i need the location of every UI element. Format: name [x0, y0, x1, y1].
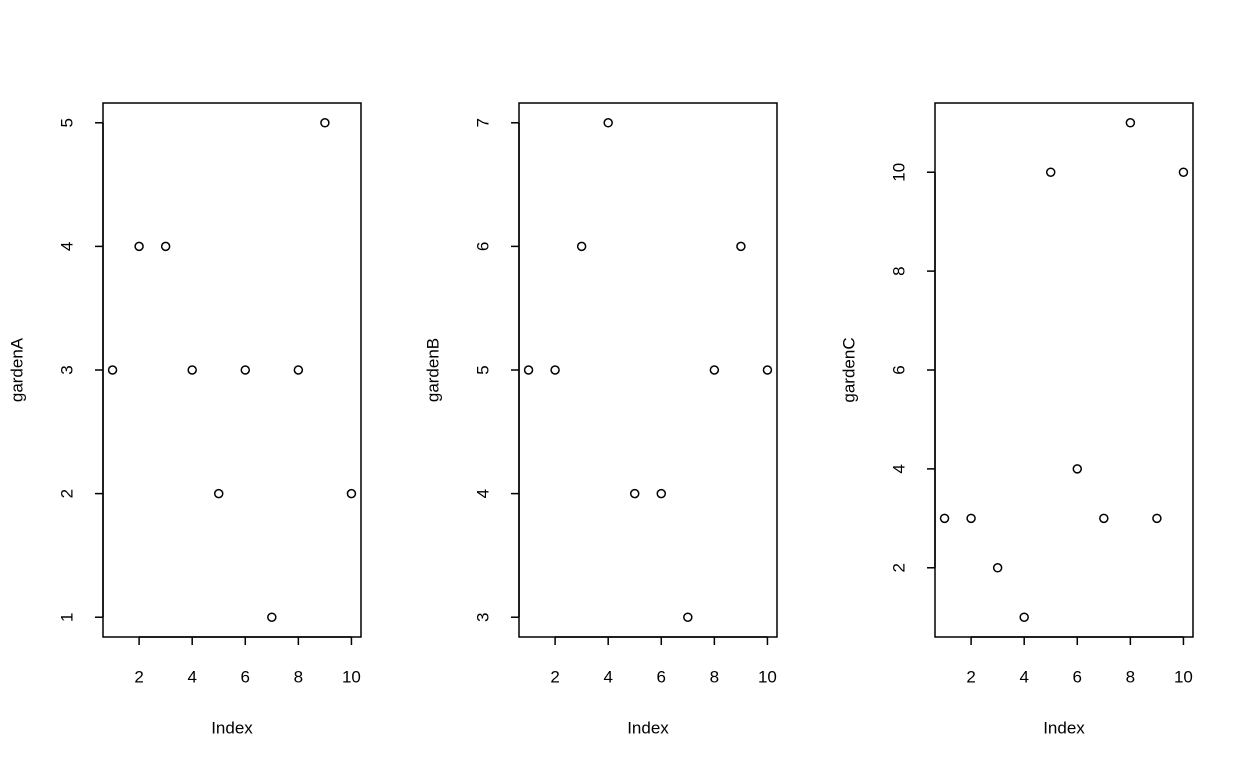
point: [576, 241, 587, 252]
x-tick-label: 10: [342, 667, 361, 686]
point: [603, 118, 613, 128]
plot-box: [934, 102, 1194, 638]
point: [293, 365, 304, 375]
point: [709, 365, 720, 375]
y-tick-label: 4: [889, 464, 908, 473]
y-tick-label: 3: [473, 612, 492, 621]
point: [1019, 612, 1029, 622]
point: [240, 365, 251, 375]
point: [107, 365, 118, 375]
y-tick-label: 4: [473, 489, 492, 498]
point: [1072, 464, 1083, 474]
y-tick-label: 8: [889, 266, 908, 275]
x-tick-label: 8: [1126, 667, 1135, 686]
point: [939, 513, 950, 524]
point: [1045, 167, 1056, 177]
point: [550, 365, 560, 375]
point: [1152, 513, 1162, 524]
point: [320, 118, 330, 128]
x-tick-label: 4: [1019, 667, 1028, 686]
point: [267, 612, 277, 622]
x-tick-label: 8: [710, 667, 719, 686]
point: [160, 241, 171, 252]
point: [1125, 118, 1136, 128]
x-tick-label: 6: [657, 667, 666, 686]
plot-box: [102, 102, 362, 638]
point: [656, 488, 667, 499]
y-axis-label: gardenC: [839, 337, 858, 402]
x-tick-label: 6: [241, 667, 250, 686]
point: [736, 241, 746, 252]
y-axis-label: gardenB: [423, 338, 442, 402]
y-tick-label: 1: [57, 612, 76, 621]
point: [523, 365, 534, 375]
x-tick-label: 8: [294, 667, 303, 686]
point: [1178, 167, 1189, 177]
point: [762, 365, 773, 375]
point: [683, 612, 693, 622]
x-axis-label: Index: [1043, 718, 1085, 737]
x-tick-label: 2: [966, 667, 975, 686]
y-tick-label: 6: [473, 242, 492, 251]
x-tick-label: 10: [758, 667, 777, 686]
x-tick-label: 10: [1174, 667, 1193, 686]
point: [134, 241, 144, 252]
point: [629, 488, 640, 499]
x-axis-label: Index: [627, 718, 669, 737]
point: [213, 488, 224, 499]
y-tick-label: 2: [57, 489, 76, 498]
y-tick-label: 10: [889, 163, 908, 182]
x-tick-label: 4: [187, 667, 196, 686]
point: [966, 513, 976, 524]
y-tick-label: 7: [473, 118, 492, 127]
y-tick-label: 5: [57, 118, 76, 127]
point: [187, 365, 197, 375]
point: [346, 488, 357, 499]
x-tick-label: 2: [550, 667, 559, 686]
y-axis-label: gardenA: [7, 337, 26, 402]
x-tick-label: 6: [1073, 667, 1082, 686]
y-tick-label: 3: [57, 365, 76, 374]
point: [1099, 513, 1109, 524]
y-tick-label: 5: [473, 365, 492, 374]
plot-box: [518, 102, 778, 638]
x-tick-label: 2: [134, 667, 143, 686]
y-tick-label: 2: [889, 563, 908, 572]
x-axis-label: Index: [211, 718, 253, 737]
y-tick-label: 6: [889, 365, 908, 374]
point: [992, 563, 1003, 573]
y-tick-label: 4: [57, 242, 76, 251]
x-tick-label: 4: [603, 667, 612, 686]
